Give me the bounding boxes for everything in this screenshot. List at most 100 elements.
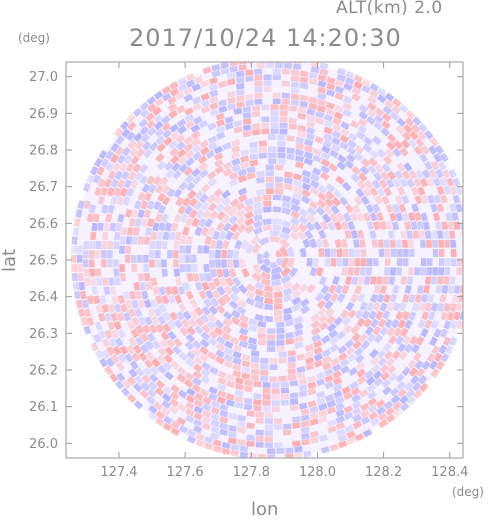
radar-cell (263, 258, 271, 267)
radar-cell (291, 296, 302, 306)
radar-cell (105, 150, 115, 160)
radar-cell (448, 230, 456, 239)
radar-cell (255, 176, 265, 184)
radar-cell (318, 314, 328, 324)
radar-cell (316, 391, 326, 399)
radar-cell (354, 346, 364, 357)
radar-cell (315, 238, 324, 248)
radar-cell (304, 229, 314, 240)
radar-cell (344, 159, 355, 170)
radar-cell (304, 350, 315, 359)
radar-cell (176, 373, 187, 383)
radar-cell (318, 409, 328, 418)
radar-cell (245, 99, 254, 107)
radar-cell (397, 342, 407, 353)
radar-cell (143, 209, 152, 219)
radar-cell (185, 401, 195, 410)
radar-cell (354, 433, 365, 442)
radar-cell (450, 239, 457, 248)
radar-cell (336, 428, 346, 437)
radar-cell (269, 236, 281, 243)
radar-cell (180, 235, 188, 245)
axis-ticks: 127.4 127.6 127.8 128.0 128.2 128.426.026.126… (29, 62, 468, 480)
radar-cell (228, 214, 239, 225)
radar-cell (231, 164, 241, 173)
radar-cell (404, 343, 414, 353)
radar-cell (290, 282, 301, 292)
radar-cell (370, 318, 380, 329)
radar-cell (213, 188, 224, 198)
radar-cell (119, 345, 129, 355)
radar-cell (394, 194, 404, 205)
radar-cell (226, 96, 236, 105)
radar-cell (258, 140, 267, 147)
radar-cell (113, 303, 122, 313)
radar-cell (300, 426, 310, 434)
radar-cell (391, 221, 400, 231)
radar-cell (305, 221, 315, 232)
radar-cell (321, 213, 332, 224)
radar-cell (192, 363, 203, 373)
radar-cell (358, 333, 369, 344)
radar-cell (253, 405, 262, 412)
radar-cell (304, 138, 314, 147)
radar-cell (226, 103, 236, 111)
radar-cell (153, 113, 163, 123)
radar-cell (127, 393, 137, 404)
radar-cell (177, 76, 187, 86)
radar-cell (234, 401, 244, 409)
radar-cell (424, 302, 433, 312)
radar-cell (412, 230, 420, 239)
radar-cell (283, 423, 292, 430)
radar-cell (279, 110, 288, 117)
radar-cell (184, 174, 195, 184)
radar-cell (144, 316, 153, 326)
radar-cell (145, 227, 153, 236)
radar-cell (154, 184, 164, 194)
y-tick-label: 27.0 (29, 70, 58, 85)
radar-cell (214, 319, 225, 329)
radar-cell (240, 161, 250, 170)
radar-cell (191, 144, 202, 154)
radar-cell (182, 197, 191, 207)
radar-cell (194, 75, 204, 84)
radar-cell (237, 193, 248, 203)
radar-cell (349, 380, 359, 390)
radar-cell (411, 203, 420, 213)
radar-cell (201, 306, 211, 316)
radar-cell (216, 210, 226, 221)
radar-cell (206, 170, 217, 180)
radar-cell (185, 72, 195, 82)
radar-cell (378, 419, 388, 429)
radar-cell (215, 131, 226, 140)
radar-cell (201, 409, 212, 418)
radar-cell (255, 441, 264, 448)
radar-cell (188, 208, 198, 219)
radar-cell (167, 102, 178, 112)
radar-cell (309, 267, 318, 277)
radar-cell (250, 362, 260, 370)
radar-cell (262, 200, 272, 207)
radar-cell (204, 217, 214, 228)
radar-cell (197, 217, 207, 228)
radar-cell (209, 210, 219, 220)
radar-cell (102, 231, 109, 241)
radar-cell (217, 80, 227, 89)
radar-cell (470, 231, 471, 239)
radar-cell (102, 277, 109, 286)
radar-cell (306, 283, 316, 294)
radar-cell (200, 313, 210, 324)
radar-cell (449, 336, 458, 347)
radar-cell (324, 393, 335, 403)
radar-cell (135, 290, 143, 300)
radar-cell (209, 95, 219, 104)
radar-cell (345, 77, 355, 86)
radar-cell (215, 119, 226, 127)
radar-cell (125, 236, 133, 245)
radar-cell (308, 102, 318, 111)
radar-cell (131, 263, 138, 273)
radar-cell (332, 363, 342, 373)
radar-cell (239, 314, 249, 323)
radar-cell (162, 311, 172, 322)
radar-cell (331, 130, 342, 139)
